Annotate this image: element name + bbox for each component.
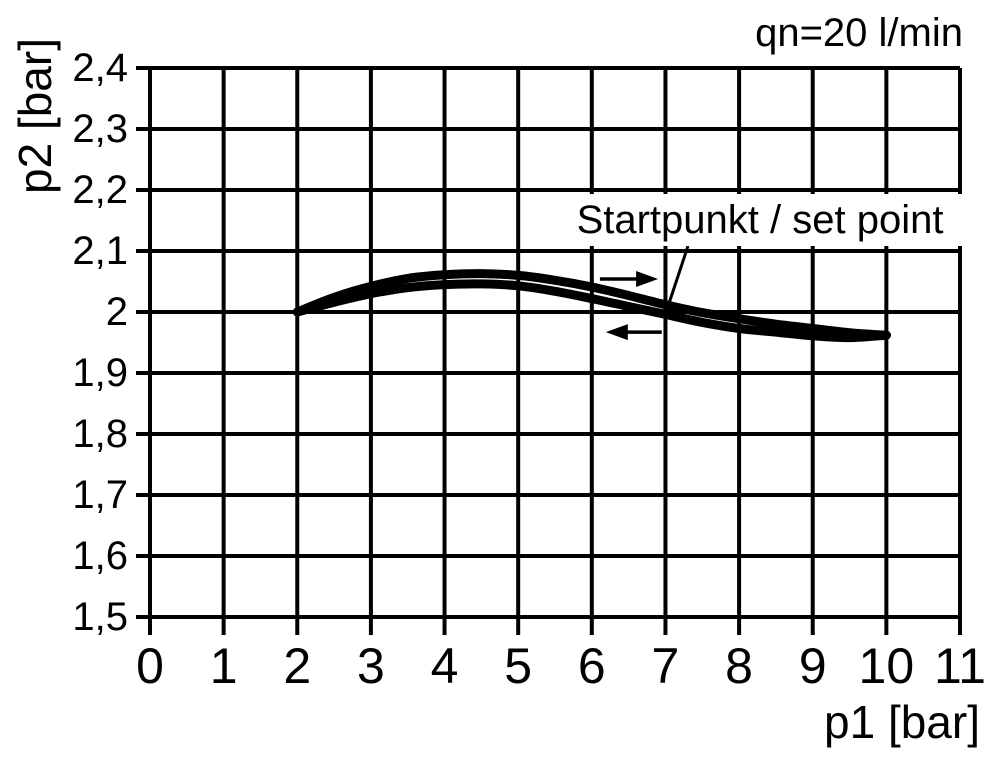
x-tick-label: 6	[577, 638, 606, 694]
curve-forward	[292, 269, 891, 340]
x-tick-label: 2	[283, 638, 312, 694]
x-tick-label: 1	[209, 638, 238, 694]
flow-rate-annotation: qn=20 l/min	[755, 11, 963, 55]
y-tick-label: 1,8	[72, 412, 128, 456]
x-tick-label: 4	[430, 638, 459, 694]
y-tick-label: 2,2	[72, 168, 128, 212]
y-tick-label: 2,3	[72, 107, 128, 151]
setpoint-leader-line	[666, 245, 690, 309]
y-tick-label: 1,5	[72, 595, 128, 639]
x-tick-label: 9	[798, 638, 827, 694]
x-tick-label: 3	[357, 638, 385, 694]
x-tick-label: 5	[504, 638, 533, 694]
y-tick-label: 2	[105, 290, 128, 334]
y-tick-label: 2,4	[72, 46, 128, 90]
y-tick-label: 2,1	[72, 229, 128, 273]
curve-return	[292, 279, 891, 343]
setpoint-label: Startpunkt / set point	[558, 194, 962, 246]
y-tick-label: 1,9	[72, 351, 128, 395]
x-tick-label: 11	[934, 638, 986, 694]
x-tick-label: 7	[651, 638, 680, 694]
y-tick-label: 1,7	[72, 473, 128, 517]
x-tick-label: 0	[136, 638, 164, 694]
direction-arrow-right-head	[636, 271, 659, 288]
direction-arrow-left-head	[605, 324, 628, 341]
y-tick-label: 1,6	[72, 534, 128, 578]
x-tick-label: 10	[858, 638, 915, 694]
x-tick-label: 8	[725, 638, 753, 694]
y-axis-title: p2 [bar]	[9, 38, 61, 194]
x-axis-title: p1 [bar]	[824, 696, 980, 748]
